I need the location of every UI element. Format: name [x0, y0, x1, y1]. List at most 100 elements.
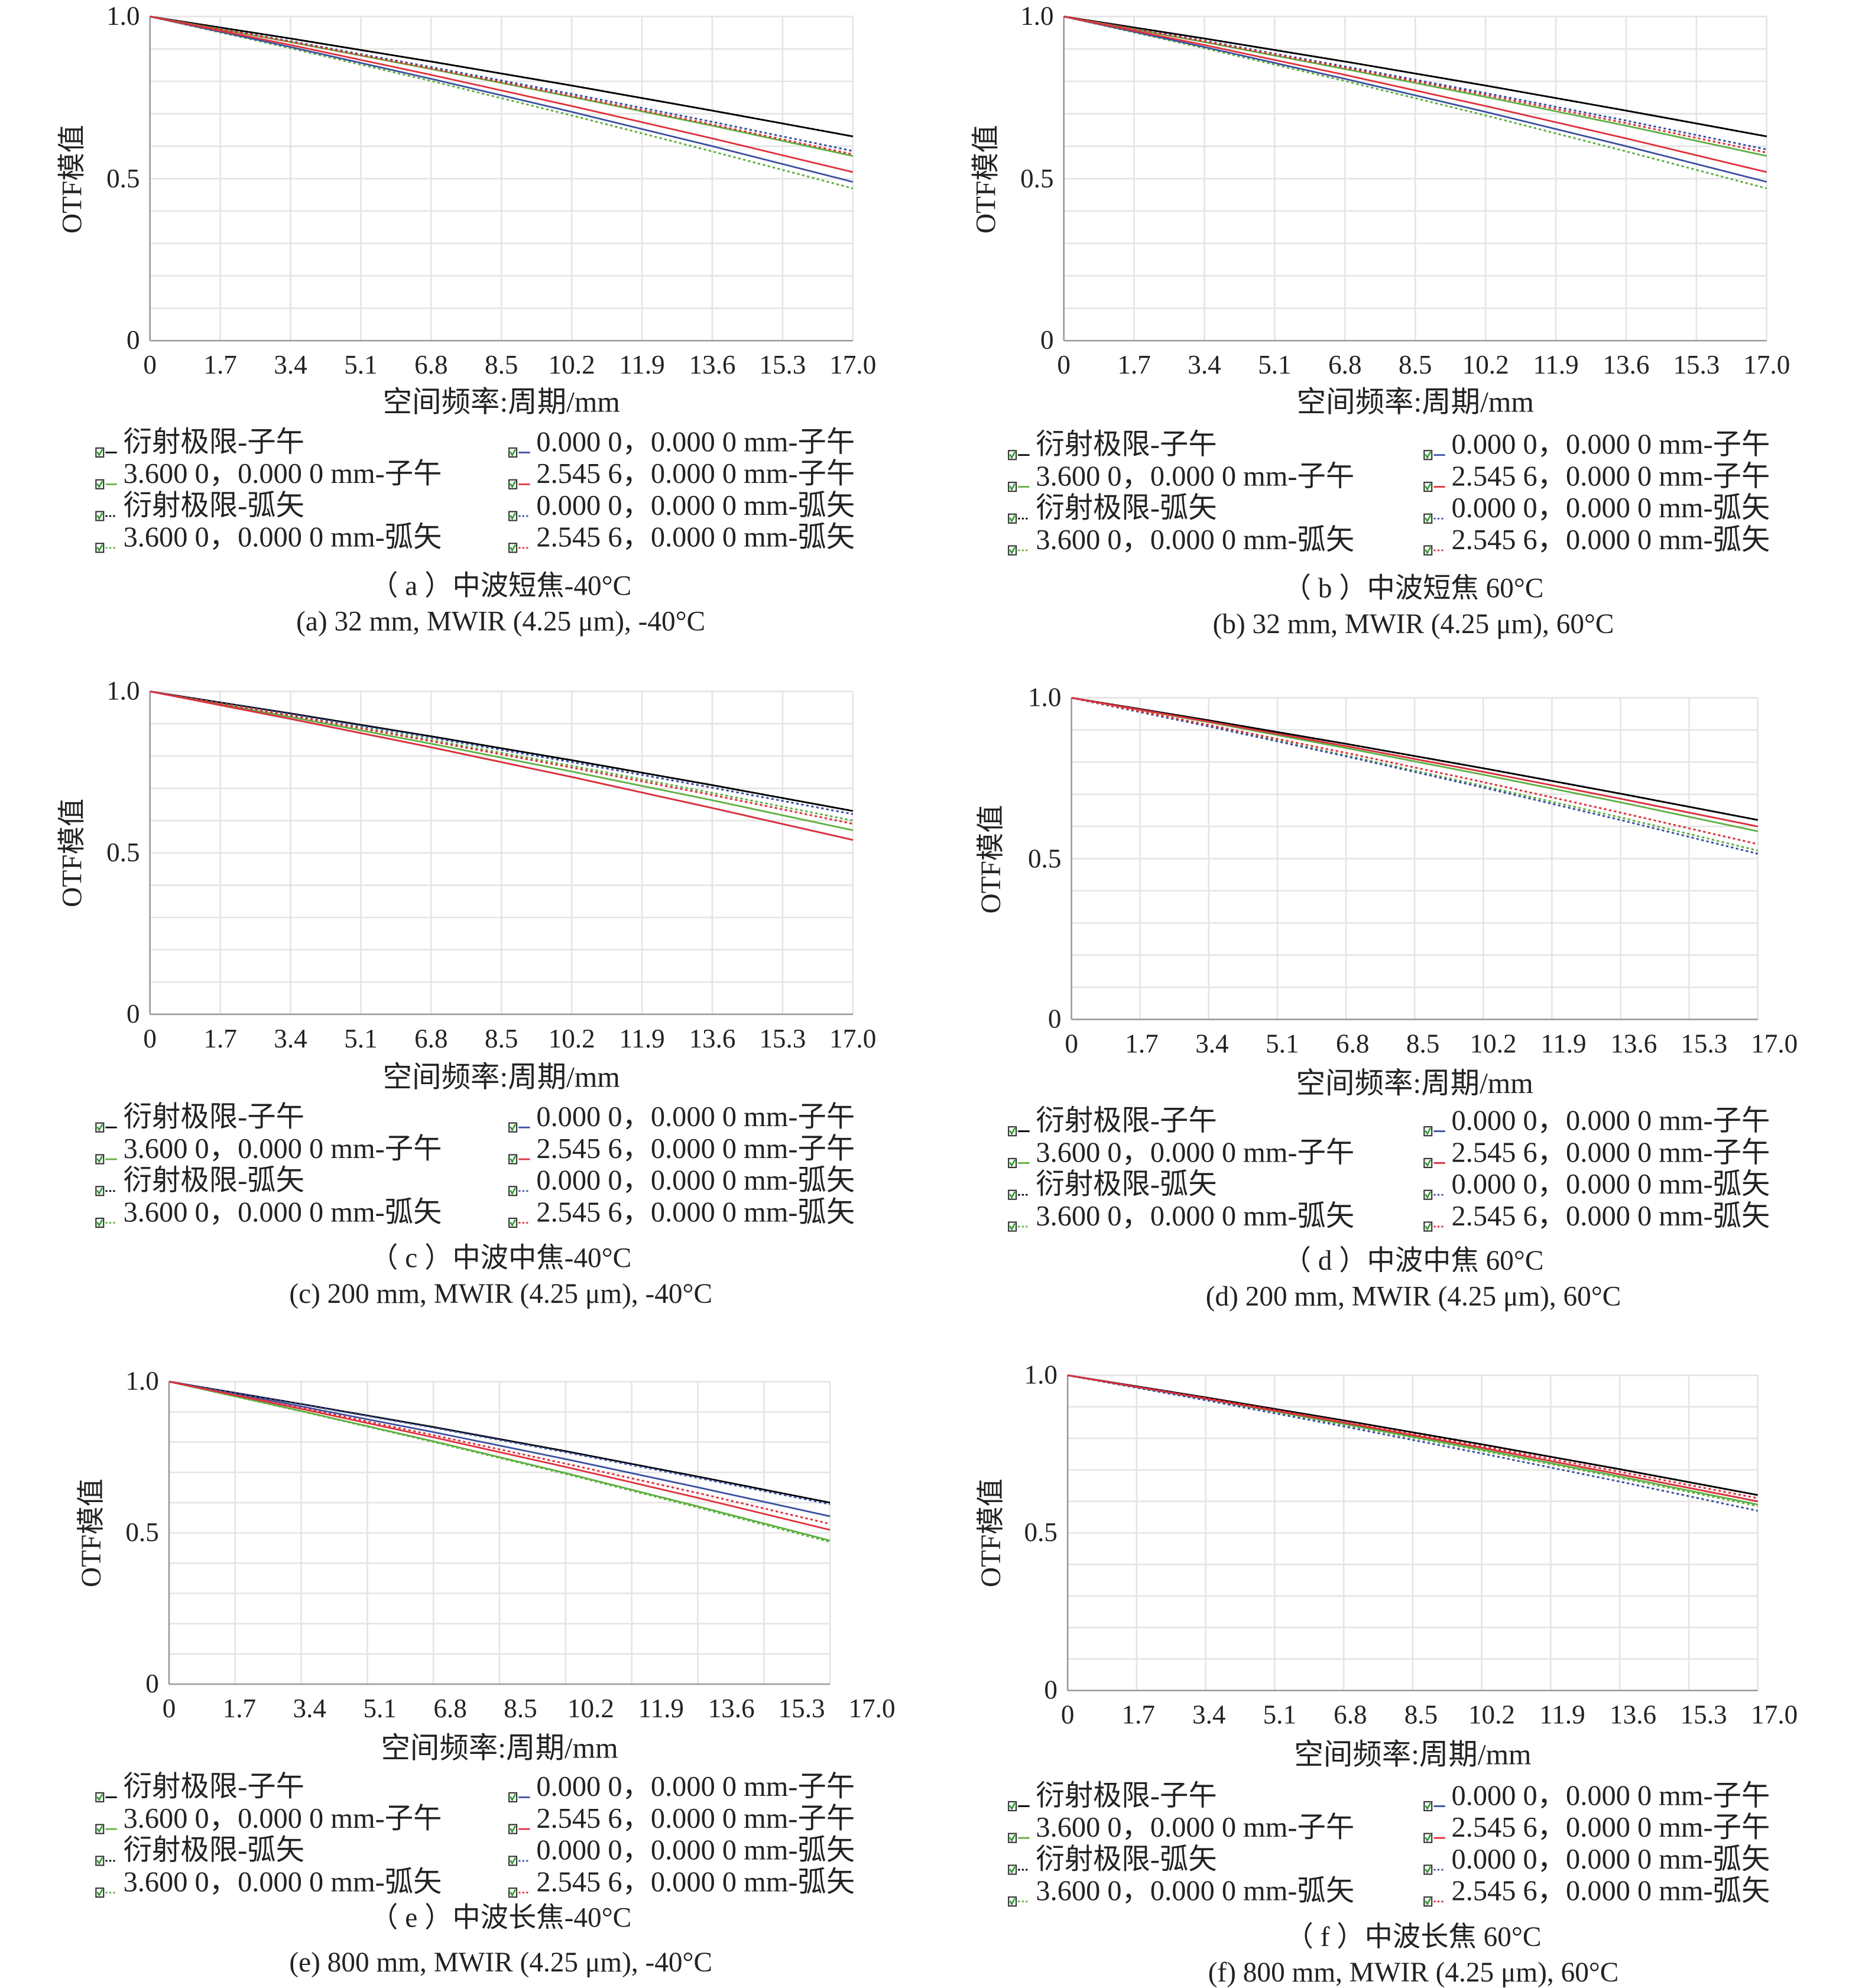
legend-label: 3.600 0，0.000 0 mm-弧矢: [1036, 1875, 1355, 1907]
legend-item: 3.600 0，0.000 0 mm-弧矢: [95, 1866, 442, 1898]
x-tick-label: 17.0: [1743, 349, 1790, 380]
x-tick-label: 3.4: [1195, 1028, 1229, 1059]
legend-label: 0.000 0，0.000 0 mm-弧矢: [1451, 492, 1770, 524]
legend-swatch-icon: [95, 500, 118, 522]
legend-label: 衍射极限-弧矢: [1036, 492, 1217, 524]
legend-label: 2.545 6，0.000 0 mm-子午: [1451, 1811, 1770, 1843]
caption-en: (f) 800 mm, MWIR (4.25 μm), 60°C: [1208, 1956, 1619, 1988]
series-line-6: [1067, 1374, 1759, 1512]
legend-item: 衍射极限-子午: [95, 1102, 304, 1133]
series-line-7: [150, 690, 854, 825]
legend-swatch-icon: [95, 468, 118, 490]
legend-swatch-icon: [1008, 1822, 1031, 1844]
y-axis-title: OTF模值: [74, 1478, 107, 1588]
y-tick-label: 0.5: [1027, 842, 1062, 874]
x-tick-label: 17.0: [848, 1693, 896, 1724]
series-line-3: [168, 1380, 831, 1543]
x-tick-label: 1.7: [203, 349, 237, 380]
legend-swatch-icon: [508, 500, 531, 522]
legend-label: 2.545 6，0.000 0 mm-弧矢: [1451, 1875, 1770, 1907]
x-tick-label: 1.7: [222, 1693, 257, 1724]
x-tick-label: 6.8: [1328, 349, 1362, 380]
legend-swatch-icon: [95, 1143, 118, 1165]
legend-swatch-icon: [1423, 1885, 1446, 1907]
legend-item: 0.000 0，0.000 0 mm-弧矢: [1423, 492, 1770, 524]
series-line-1: [168, 1380, 831, 1542]
legend-label: 0.000 0，0.000 0 mm-弧矢: [536, 489, 855, 521]
x-tick-label: 5.1: [1263, 1699, 1297, 1730]
legend-swatch-icon: [508, 436, 531, 458]
y-tick-label: 1.0: [106, 1, 140, 31]
series-line-7: [1071, 696, 1759, 845]
legend-item: 3.600 0，0.000 0 mm-弧矢: [95, 523, 442, 553]
x-tick-label: 8.5: [485, 349, 518, 380]
legend-swatch-icon: [95, 1207, 118, 1228]
legend-swatch-icon: [1008, 439, 1031, 460]
x-tick-label: 11.9: [638, 1693, 684, 1724]
legend-swatch-icon: [508, 1143, 531, 1165]
x-tick-label: 13.6: [689, 1023, 736, 1054]
legend-swatch-icon: [1423, 1115, 1446, 1137]
series-line-5: [1067, 1374, 1758, 1503]
legend-swatch-icon: [1008, 1147, 1031, 1169]
x-tick-label: 3.4: [1192, 1699, 1226, 1730]
series-line-3: [1067, 1374, 1759, 1507]
legend-label: 衍射极限-弧矢: [123, 489, 304, 521]
x-tick-label: 10.2: [548, 1023, 595, 1054]
series-line-0: [150, 690, 854, 812]
series-line-1: [1071, 697, 1759, 832]
legend-item: 2.545 6，0.000 0 mm-子午: [1423, 462, 1770, 492]
series-line-1: [1063, 15, 1767, 157]
x-tick-label: 15.3: [759, 349, 806, 380]
x-tick-label: 10.2: [1468, 1699, 1515, 1730]
x-axis-title: 空间频率:周期/mm: [382, 1061, 620, 1094]
x-tick-label: 6.8: [433, 1693, 467, 1724]
legend-label: 2.545 6，0.000 0 mm-子午: [536, 458, 855, 489]
x-tick-label: 11.9: [619, 349, 665, 380]
legend-label: 3.600 0，0.000 0 mm-弧矢: [1036, 1199, 1355, 1232]
x-tick-label: 8.5: [1404, 1699, 1438, 1730]
y-tick-label: 0: [1040, 325, 1054, 355]
series-line-4: [150, 15, 854, 183]
y-axis-title: OTF模值: [975, 1478, 1007, 1588]
y-axis-title: OTF模值: [56, 124, 88, 233]
x-tick-label: 13.6: [1603, 349, 1650, 380]
x-axis-title: 空间频率:周期/mm: [1296, 386, 1534, 419]
y-tick-label: 1.0: [1024, 1359, 1057, 1390]
legend-swatch-icon: [95, 1175, 118, 1196]
x-tick-label: 10.2: [548, 349, 595, 380]
series-line-4: [168, 1380, 831, 1517]
series-line-7: [150, 15, 854, 155]
legend-label: 3.600 0，0.000 0 mm-弧矢: [123, 1866, 442, 1898]
legend-item: 3.600 0，0.000 0 mm-子午: [95, 459, 442, 490]
x-tick-label: 15.3: [759, 1023, 806, 1054]
x-axis-title: 空间频率:周期/mm: [1294, 1739, 1532, 1771]
x-tick-label: 3.4: [274, 349, 307, 380]
y-tick-label: 0: [1044, 1674, 1057, 1705]
series-line-7: [1063, 15, 1767, 154]
caption-cn: （ d ）中波中焦 60°C: [1283, 1244, 1544, 1276]
x-tick-label: 6.8: [414, 1023, 448, 1054]
x-tick-label: 1.7: [1117, 349, 1151, 380]
legend-item: 3.600 0，0.000 0 mm-弧矢: [1008, 526, 1354, 556]
legend-swatch-icon: [508, 1175, 531, 1196]
x-tick-label: 0: [1065, 1028, 1078, 1059]
x-tick-label: 17.0: [829, 1023, 877, 1054]
series-line-7: [168, 1380, 831, 1525]
legend-item: 衍射极限-子午: [1008, 1107, 1217, 1137]
legend-label: 3.600 0，0.000 0 mm-子午: [1036, 1136, 1355, 1169]
legend-swatch-icon: [95, 436, 118, 458]
legend-swatch-icon: [508, 1111, 531, 1133]
y-tick-label: 1.0: [1027, 682, 1062, 713]
legend-label: 2.545 6，0.000 0 mm-弧矢: [536, 1196, 855, 1228]
legend-item: 衍射极限-子午: [1008, 430, 1217, 460]
x-tick-label: 8.5: [504, 1693, 537, 1724]
y-axis-title: OTF模值: [975, 804, 1007, 913]
series-line-4: [1071, 697, 1759, 828]
legend-label: 衍射极限-子午: [123, 426, 304, 458]
